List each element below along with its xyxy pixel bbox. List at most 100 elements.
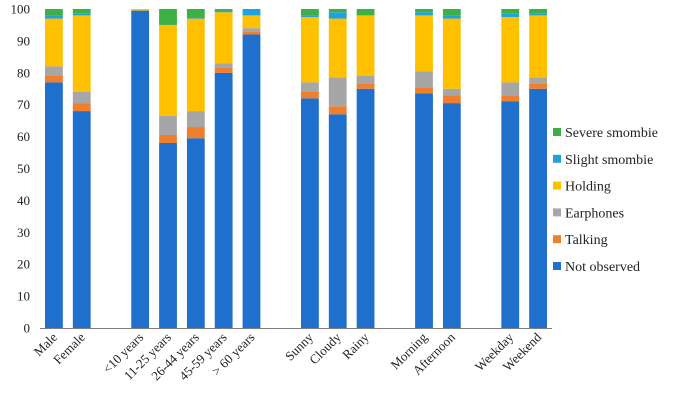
bar-segment-holding (72, 15, 91, 92)
y-tick-label: 50 (17, 161, 30, 176)
bar-segment-holding (131, 9, 150, 11)
bar-segment-holding (442, 18, 461, 89)
bar-segment-holding (301, 16, 319, 83)
bar-segment-talking (214, 68, 233, 73)
bar-segment-earphones (72, 91, 91, 104)
bar-segment-not-observed (72, 111, 91, 328)
bar-segment-severe-smombie (214, 9, 233, 11)
bar-segment-earphones (214, 63, 233, 69)
bar-segment-talking (415, 87, 433, 94)
y-tick-label: 60 (17, 129, 30, 144)
bar-segment-not-observed (501, 101, 520, 328)
legend-label: Earphones (565, 206, 624, 221)
bar-segment-earphones (415, 71, 433, 88)
bar-segment-severe-smombie (356, 9, 375, 16)
bar-segment-holding (242, 15, 261, 29)
bar-segment-severe-smombie (45, 9, 63, 16)
bar-segment-talking (442, 95, 461, 104)
bar-segment-holding (501, 16, 520, 83)
bar-segment-not-observed (529, 88, 547, 328)
bar-segment-not-observed (242, 34, 261, 329)
x-tick-label: Female (50, 329, 88, 367)
bar-segment-talking (501, 95, 520, 102)
bar-segment-slight-smombie (186, 16, 205, 19)
bar-segment-holding (529, 15, 547, 78)
bar-segment-not-observed (131, 10, 150, 328)
legend-swatch (553, 262, 561, 270)
y-tick-label: 0 (24, 321, 31, 336)
bar-segment-earphones (45, 66, 63, 76)
bar-segment-holding (328, 18, 347, 78)
bar-segment-severe-smombie (501, 9, 520, 14)
bar-segment-talking (72, 103, 91, 112)
legend-label: Slight smombie (565, 153, 653, 168)
bar-segment-slight-smombie (72, 13, 91, 16)
bar-segment-slight-smombie (501, 13, 520, 17)
y-axis-ticks: 0 10 20 30 40 50 60 70 80 90 100 (11, 2, 31, 336)
legend: Severe smombie Slight smombie Holding Earph… (553, 126, 658, 275)
bar-segment-slight-smombie (529, 13, 547, 16)
bar-segment-earphones (442, 88, 461, 96)
bar-segment-not-observed (328, 114, 347, 329)
bar-segment-holding (356, 15, 375, 76)
bar-segment-talking (529, 83, 547, 89)
bar-segment-severe-smombie (186, 9, 205, 17)
bar-segment-talking (159, 135, 177, 143)
bar-segment-not-observed (159, 142, 177, 328)
legend-label: Talking (565, 233, 608, 248)
y-tick-label: 100 (11, 2, 31, 17)
bar-segment-holding (186, 18, 205, 112)
bar-segment-holding (415, 15, 433, 72)
x-tick-label: Rainy (339, 329, 372, 362)
legend-swatch (553, 181, 561, 190)
y-tick-label: 10 (17, 289, 30, 304)
bar-segment-slight-smombie (328, 12, 347, 19)
legend-swatch (553, 208, 561, 217)
bar-segment-severe-smombie (159, 9, 177, 25)
bar-segment-earphones (356, 75, 375, 84)
y-tick-label: 40 (17, 193, 30, 208)
bar-segment-not-observed (442, 103, 461, 328)
y-tick-label: 80 (17, 65, 30, 80)
bar-segment-talking (328, 106, 347, 115)
bar-segment-not-observed (214, 72, 233, 328)
y-tick-label: 30 (17, 225, 30, 240)
bars (45, 9, 547, 329)
bar-segment-earphones (159, 115, 177, 135)
bar-segment-severe-smombie (72, 9, 91, 14)
bar-segment-slight-smombie (301, 15, 319, 17)
bar-segment-holding (45, 18, 63, 67)
bar-segment-earphones (301, 82, 319, 92)
bar-segment-slight-smombie (415, 12, 433, 16)
bar-segment-talking (242, 31, 261, 35)
bar-segment-holding (214, 12, 233, 64)
legend-swatch (553, 128, 561, 136)
bar-segment-earphones (501, 82, 520, 96)
bar-segment-earphones (242, 28, 261, 32)
bar-segment-slight-smombie (442, 15, 461, 19)
bar-segment-not-observed (415, 93, 433, 328)
bar-segment-severe-smombie (529, 9, 547, 14)
legend-swatch (553, 235, 561, 244)
bar-segment-severe-smombie (301, 9, 319, 16)
bar-segment-earphones (328, 77, 347, 107)
y-tick-label: 20 (17, 257, 30, 272)
legend-label: Holding (565, 180, 611, 195)
bar-segment-talking (356, 83, 375, 89)
legend-label: Not observed (565, 260, 640, 275)
bar-segment-severe-smombie (415, 9, 433, 13)
bar-segment-severe-smombie (442, 9, 461, 16)
x-tick-label: Cloudy (306, 329, 344, 367)
bar-segment-holding (159, 24, 177, 116)
bar-segment-not-observed (186, 138, 205, 328)
legend-label: Severe smombie (565, 126, 658, 141)
y-tick-label: 70 (17, 97, 30, 112)
bar-segment-talking (186, 127, 205, 139)
legend-swatch (553, 154, 561, 163)
bar-segment-earphones (529, 77, 547, 84)
bar-segment-slight-smombie (45, 15, 63, 19)
bar-segment-not-observed (356, 88, 375, 328)
bar-segment-talking (45, 75, 63, 83)
